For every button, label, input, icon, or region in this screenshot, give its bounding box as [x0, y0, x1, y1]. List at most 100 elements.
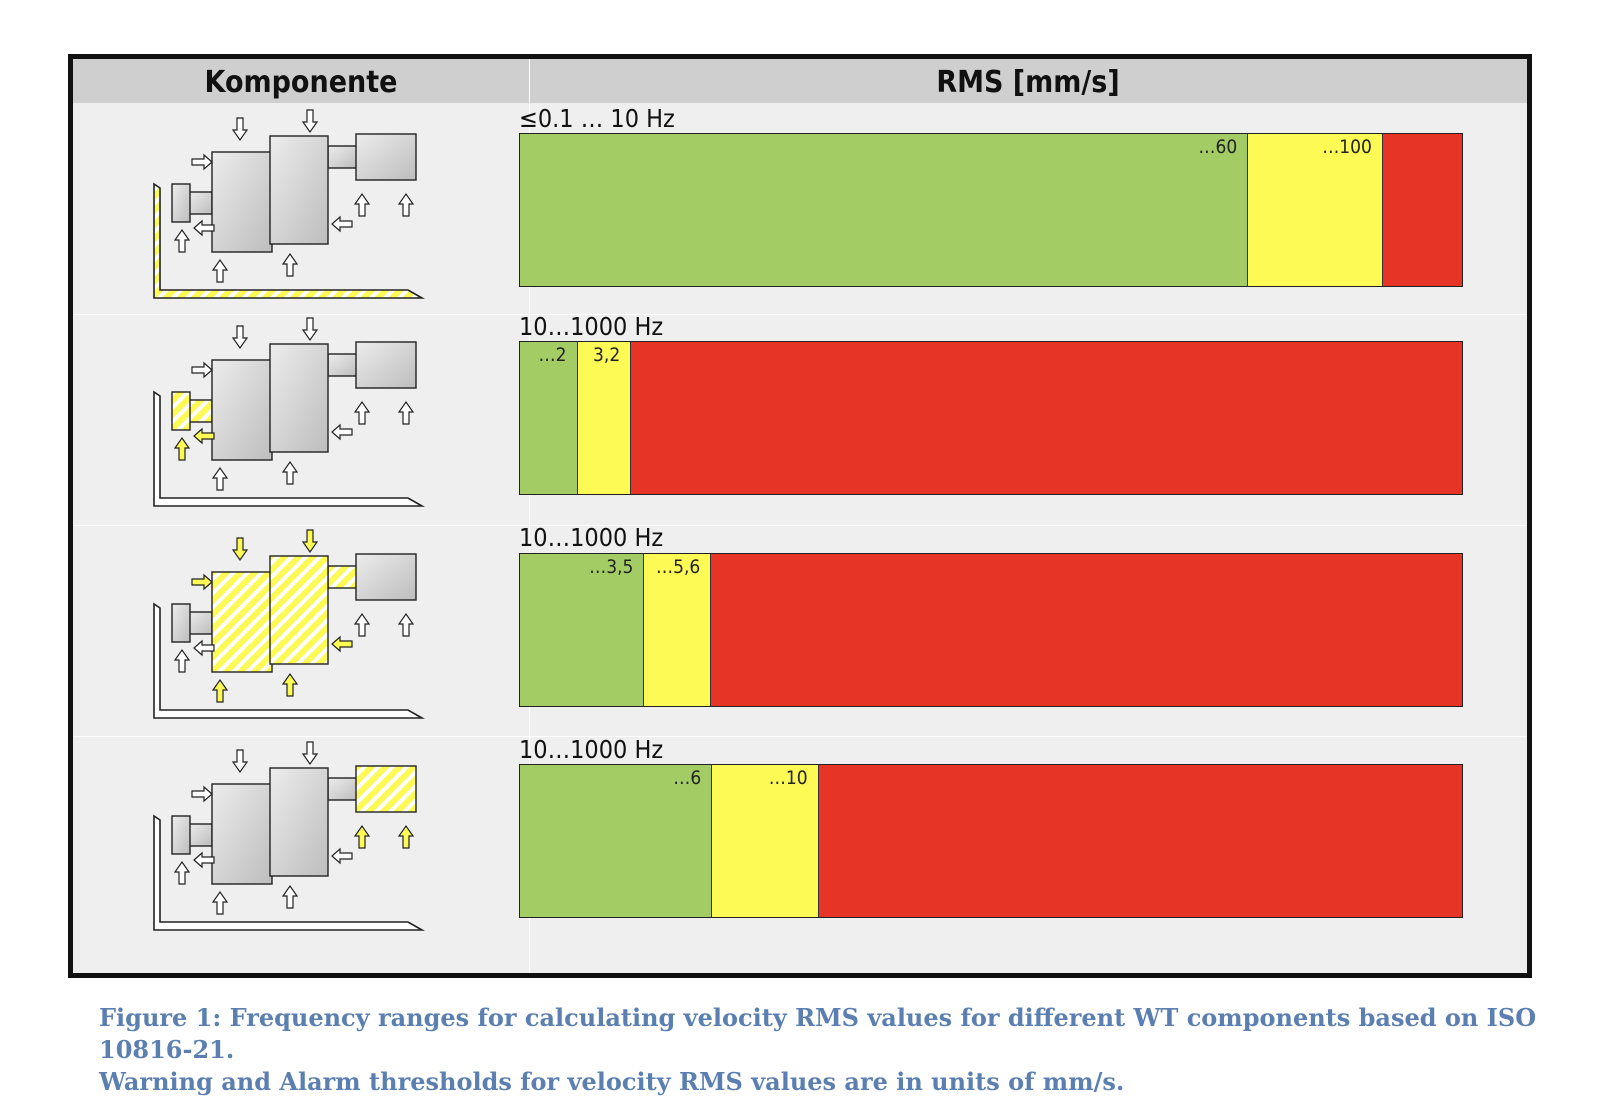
force-arrow-icon — [353, 400, 371, 425]
force-arrow-icon — [353, 612, 371, 637]
ok-zone: …6 — [520, 765, 712, 917]
generator — [355, 765, 417, 813]
frequency-range-label: ≤0.1 … 10 Hz — [519, 104, 675, 133]
force-arrow-icon — [301, 317, 319, 342]
warning-zone: …10 — [711, 765, 818, 917]
drivetrain-foundation-illustration — [153, 109, 426, 299]
generator — [355, 133, 417, 181]
alarm-threshold-label: 3,2 — [593, 344, 621, 366]
force-arrow-icon — [173, 648, 191, 673]
force-arrow-icon — [353, 192, 371, 217]
force-arrow-icon — [191, 785, 213, 803]
alarm-zone — [710, 554, 1462, 706]
row-separator — [73, 525, 1527, 526]
alarm-zone — [630, 342, 1462, 494]
force-arrow-icon — [231, 325, 249, 350]
force-arrow-icon — [211, 258, 229, 283]
generator — [355, 553, 417, 601]
gearbox-stage-2 — [269, 343, 329, 453]
row-separator — [73, 314, 1527, 315]
force-arrow-icon — [173, 228, 191, 253]
warning-threshold-label: …3,5 — [589, 556, 634, 578]
drivetrain-gearbox-illustration — [153, 529, 426, 719]
force-arrow-icon — [331, 847, 353, 865]
alarm-zone — [817, 765, 1462, 917]
force-arrow-icon — [281, 252, 299, 277]
alarm-threshold-label: …10 — [768, 767, 808, 789]
force-arrow-icon — [191, 153, 213, 171]
high-speed-shaft — [327, 353, 359, 377]
main-shaft — [187, 823, 213, 847]
alarm-threshold-label: …5,6 — [655, 556, 701, 578]
force-arrow-icon — [231, 117, 249, 142]
gearbox-stage-2 — [269, 555, 329, 665]
rms-threshold-bar: …6 …10 — [519, 764, 1463, 918]
force-arrow-icon — [331, 635, 353, 653]
force-arrow-icon — [173, 860, 191, 885]
alarm-threshold-label: …100 — [1322, 136, 1372, 158]
rms-threshold-bar: …60 …100 — [519, 133, 1463, 287]
row-separator — [73, 736, 1527, 737]
header-component: Komponente — [204, 65, 398, 100]
warning-threshold-label: …6 — [673, 767, 702, 789]
main-bearing — [171, 391, 191, 431]
force-arrow-icon — [193, 639, 215, 657]
caption-line-2: Warning and Alarm thresholds for velocit… — [99, 1067, 1125, 1096]
main-bearing — [171, 603, 191, 643]
force-arrow-icon — [191, 573, 213, 591]
force-arrow-icon — [301, 741, 319, 766]
force-arrow-icon — [281, 460, 299, 485]
force-arrow-icon — [211, 678, 229, 703]
gearbox-stage-1 — [211, 571, 273, 673]
foundation-frame — [153, 390, 426, 507]
force-arrow-icon — [193, 427, 215, 445]
force-arrow-icon — [301, 529, 319, 554]
frequency-range-label: 10…1000 Hz — [519, 312, 664, 341]
high-speed-shaft — [327, 565, 359, 589]
force-arrow-icon — [231, 537, 249, 562]
main-shaft — [187, 191, 213, 215]
force-arrow-icon — [331, 423, 353, 441]
main-bearing — [171, 183, 191, 223]
warning-threshold-label: …2 — [538, 344, 567, 366]
force-arrow-icon — [193, 219, 215, 237]
main-bearing — [171, 815, 191, 855]
force-arrow-icon — [397, 824, 415, 849]
alarm-zone — [1381, 134, 1462, 286]
force-arrow-icon — [191, 361, 213, 379]
force-arrow-icon — [397, 192, 415, 217]
warning-zone: 3,2 — [576, 342, 631, 494]
force-arrow-icon — [331, 215, 353, 233]
warning-zone: …100 — [1247, 134, 1382, 286]
rms-threshold-bar: …2 3,2 — [519, 341, 1463, 495]
rms-threshold-bar: …3,5 …5,6 — [519, 553, 1463, 707]
force-arrow-icon — [281, 884, 299, 909]
force-arrow-icon — [193, 851, 215, 869]
drivetrain-generator-illustration — [153, 741, 426, 931]
gearbox-stage-2 — [269, 767, 329, 877]
force-arrow-icon — [281, 672, 299, 697]
gearbox-stage-1 — [211, 783, 273, 885]
generator — [355, 341, 417, 389]
foundation-frame — [153, 814, 426, 931]
figure-caption: Figure 1: Frequency ranges for calculati… — [99, 1002, 1539, 1098]
force-arrow-icon — [301, 109, 319, 134]
gearbox-stage-2 — [269, 135, 329, 245]
ok-zone: …2 — [520, 342, 577, 494]
main-shaft — [187, 399, 213, 423]
force-arrow-icon — [397, 612, 415, 637]
force-arrow-icon — [173, 436, 191, 461]
high-speed-shaft — [327, 777, 359, 801]
force-arrow-icon — [397, 400, 415, 425]
frequency-range-label: 10…1000 Hz — [519, 523, 664, 552]
high-speed-shaft — [327, 145, 359, 169]
warning-zone: …5,6 — [643, 554, 711, 706]
ok-zone: …60 — [520, 134, 1248, 286]
drivetrain-main-bearing-illustration — [153, 317, 426, 507]
main-shaft — [187, 611, 213, 635]
force-arrow-icon — [211, 466, 229, 491]
gearbox-stage-1 — [211, 359, 273, 461]
frequency-range-label: 10…1000 Hz — [519, 735, 664, 764]
caption-line-1: Figure 1: Frequency ranges for calculati… — [99, 1003, 1537, 1064]
force-arrow-icon — [353, 824, 371, 849]
